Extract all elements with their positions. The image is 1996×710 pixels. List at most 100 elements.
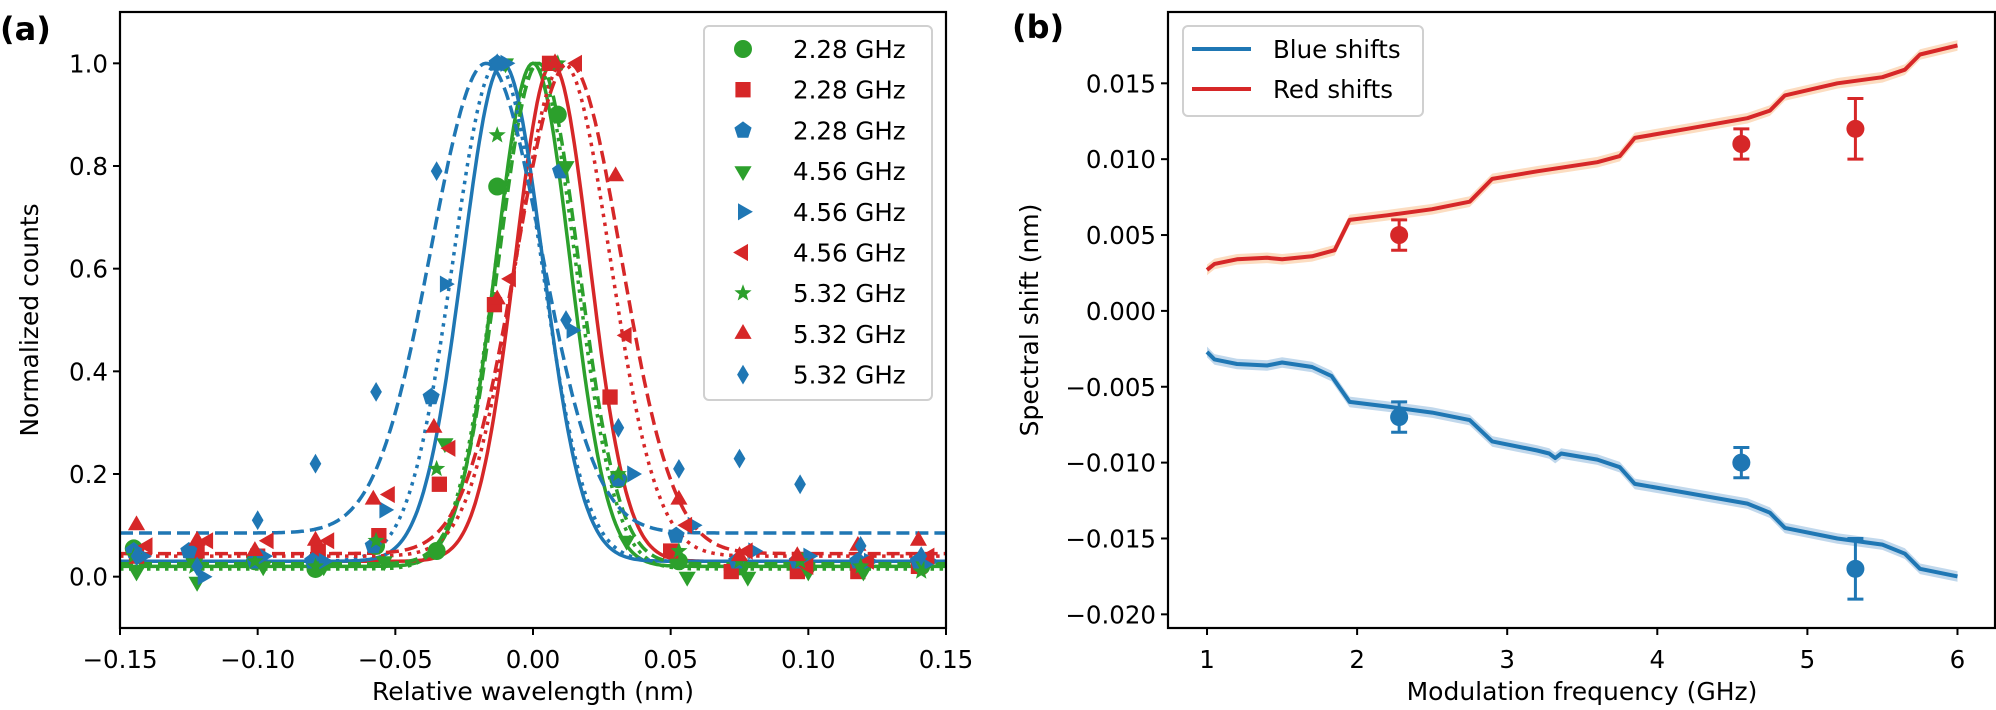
data-point-series-9 xyxy=(191,556,203,577)
panel-b-xtick-label: 1 xyxy=(1199,645,1215,674)
panel-b-ytick-label: 0.010 xyxy=(1086,145,1156,174)
data-point-series-8 xyxy=(425,417,443,433)
panel-a-data xyxy=(120,53,946,592)
data-point-series-6 xyxy=(616,326,632,344)
data-point-series-5 xyxy=(258,547,274,565)
data-point-series-9 xyxy=(794,474,806,495)
panel-b-xtick-label: 3 xyxy=(1499,645,1515,674)
data-point-series-7 xyxy=(306,557,324,574)
data-point-series-7 xyxy=(428,459,446,477)
panel-a-xtick-label: 0.05 xyxy=(643,645,698,674)
data-point-series-5 xyxy=(197,568,213,586)
measured-point xyxy=(1390,408,1409,427)
measured-point xyxy=(1846,559,1865,578)
data-point-series-8 xyxy=(188,530,206,546)
data-point-series-5 xyxy=(500,54,516,72)
panel-a-xtick-label: −0.05 xyxy=(358,645,433,674)
panel-b-ytick-label: 0.005 xyxy=(1086,221,1156,250)
legend-marker-triangle-left-icon xyxy=(733,243,748,262)
legend-label: 5.32 GHz xyxy=(793,361,906,390)
legend-marker-square-icon xyxy=(735,82,751,98)
panel-b-xtick-label: 5 xyxy=(1800,645,1816,674)
data-point-series-5 xyxy=(379,501,395,519)
data-point-series-5 xyxy=(627,465,642,483)
data-point-series-6 xyxy=(379,486,395,504)
panel-a-label: (a) xyxy=(0,10,51,48)
shift-curve-series-2 xyxy=(1205,43,1958,272)
panel-a-xtick-label: 0.10 xyxy=(781,645,836,674)
panel-a-ytick-label: 0.8 xyxy=(69,152,108,181)
data-point-series-6 xyxy=(319,532,335,550)
legend-label: 2.28 GHz xyxy=(793,116,906,145)
data-point-series-4 xyxy=(127,566,146,582)
panel-a-xtick-label: −0.15 xyxy=(82,645,157,674)
data-point-series-8 xyxy=(607,166,625,182)
data-point-series-5 xyxy=(318,552,334,570)
data-point-series-6 xyxy=(258,532,274,550)
data-point-series-4 xyxy=(557,161,575,176)
legend-label: 5.32 GHz xyxy=(793,279,906,308)
measured-point xyxy=(1846,119,1865,138)
data-point-series-4 xyxy=(678,571,696,587)
legend-marker-triangle-right-icon xyxy=(738,203,753,221)
panel-b-plot: 1 2 3 4 5 6 −0.020 −0.015 −0.010 −0.005 0.000 0.005… xyxy=(1065,10,1996,674)
data-point-series-3 xyxy=(422,388,440,405)
panel-a-legend: 2.28 GHz 2.28 GHz 2.28 GHz 4.56 GHz 4.56 GHz… xyxy=(703,25,933,401)
measured-point xyxy=(1390,226,1409,245)
legend-marker-diamond-icon xyxy=(737,364,749,385)
data-point-series-6 xyxy=(677,516,693,534)
uncertainty-band-1 xyxy=(1207,346,1958,582)
data-point-series-2 xyxy=(663,543,679,559)
panel-a-ytick-label: 0.0 xyxy=(69,563,108,592)
data-point-series-6 xyxy=(737,542,753,560)
panel-a-ytick-label: 0.4 xyxy=(69,357,108,386)
panel-b-ytick-label: −0.005 xyxy=(1065,373,1156,402)
data-point-series-9 xyxy=(430,161,443,181)
panel-b-xlabel: Modulation frequency (GHz) xyxy=(1407,677,1758,706)
data-point-series-3 xyxy=(667,526,685,543)
legend-marker-triangle-down-icon xyxy=(734,166,752,181)
data-point-series-9 xyxy=(130,546,143,566)
data-point-series-9 xyxy=(854,536,867,556)
data-point-series-7 xyxy=(367,531,385,548)
data-point-series-6 xyxy=(440,439,456,457)
data-point-series-8 xyxy=(670,489,688,505)
legend-label: 2.28 GHz xyxy=(793,76,906,105)
data-point-series-9 xyxy=(733,448,746,469)
data-point-series-5 xyxy=(566,321,582,339)
panel-b-xtick-label: 2 xyxy=(1349,645,1365,674)
fit-curve-series-9 xyxy=(120,61,946,535)
data-point-series-3 xyxy=(180,542,198,559)
data-point-series-6 xyxy=(198,532,214,550)
panel-b-ytick-label: 0.015 xyxy=(1086,69,1156,98)
panel-a-ytick-label: 1.0 xyxy=(69,49,108,78)
measured-point xyxy=(1732,453,1751,472)
panel-b-xtick-label: 4 xyxy=(1649,645,1665,674)
panel-a-axes-frame xyxy=(118,10,948,630)
data-point-series-7 xyxy=(912,562,930,579)
panel-b-ylabel: Spectral shift (nm) xyxy=(1015,204,1044,437)
data-point-series-8 xyxy=(306,530,325,546)
data-point-series-1 xyxy=(427,542,446,560)
panel-a-xtick-label: 0.15 xyxy=(919,645,974,674)
panel-b-xtick-label: 6 xyxy=(1950,645,1966,674)
data-point-series-4 xyxy=(375,556,393,572)
data-point-series-8 xyxy=(488,289,506,305)
data-point-series-2 xyxy=(602,389,618,405)
data-point-series-1 xyxy=(548,105,567,124)
data-point-series-4 xyxy=(739,571,757,587)
panel-b-ytick-label: −0.010 xyxy=(1065,449,1156,478)
data-point-series-8 xyxy=(909,530,927,546)
data-point-series-8 xyxy=(127,515,146,531)
data-point-series-6 xyxy=(501,270,516,288)
uncertainty-band-2 xyxy=(1207,40,1958,276)
legend-label: 4.56 GHz xyxy=(793,157,906,186)
data-point-series-7 xyxy=(246,552,264,569)
data-point-series-9 xyxy=(560,310,572,330)
data-point-series-2 xyxy=(431,476,447,492)
data-point-series-9 xyxy=(370,382,382,402)
legend-marker-triangle-up-icon xyxy=(734,324,752,339)
data-point-series-9 xyxy=(309,453,322,474)
panel-b-axes-frame xyxy=(1166,10,1996,630)
